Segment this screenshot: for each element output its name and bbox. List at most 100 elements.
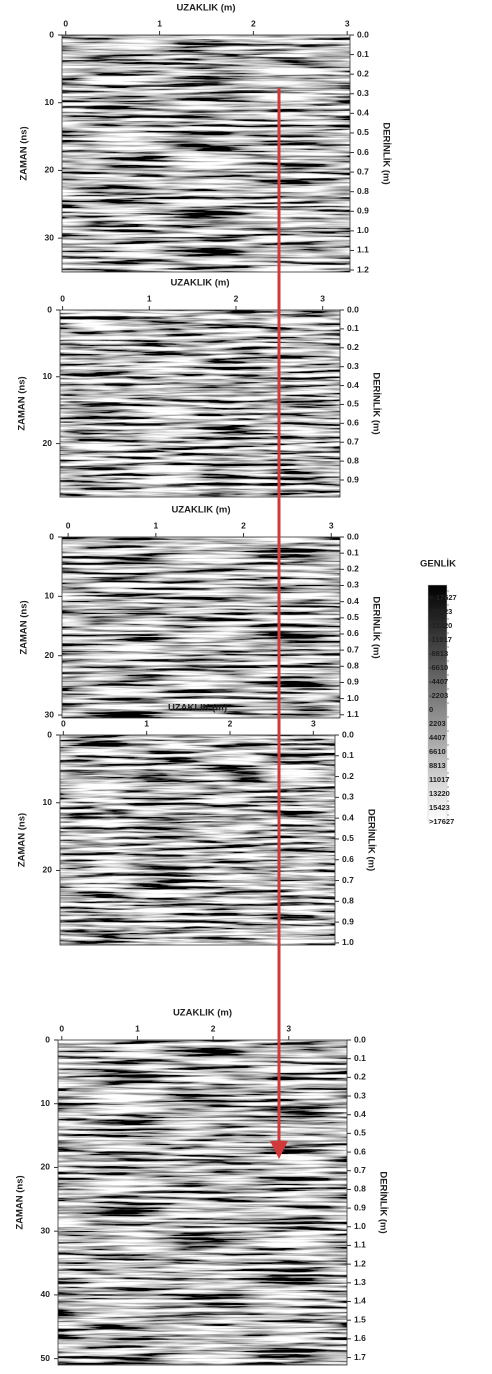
y-tick-label: 0 <box>47 304 52 314</box>
y2-tick-label: 0.5 <box>357 127 369 137</box>
y2-tick-label: 0.9 <box>347 474 359 484</box>
y2-tick-label: 1.0 <box>357 225 369 235</box>
y2-axis-label: DERİNLİK (m) <box>370 372 381 434</box>
y-tick-label: 0 <box>47 729 52 739</box>
y2-axis-label: DERİNLİK (m) <box>380 122 391 184</box>
y2-tick-label: 0.5 <box>342 833 354 843</box>
y2-tick-label: 0.2 <box>347 564 359 574</box>
y2-tick-label: 0.0 <box>347 304 359 314</box>
y2-tick-label: 0.6 <box>354 1146 366 1156</box>
radargram-panel: UZAKLIK (m)0 1 2 3010200.00.10.20.30.40.50.… <box>17 703 377 948</box>
y2-tick-label: 1.1 <box>347 709 359 719</box>
x-tick-label: 2 <box>234 293 239 303</box>
radargram-image <box>62 537 340 718</box>
y-tick-label: 0 <box>45 1034 50 1044</box>
y2-tick-label: 0.7 <box>357 166 369 176</box>
y2-tick-label: 0.4 <box>357 108 369 118</box>
colorbar-tick-label: 8813 <box>429 761 446 770</box>
x-tick-label: 1 <box>153 520 158 530</box>
y-tick-label: 20 <box>43 865 53 875</box>
colorbar-tick-label: >17627 <box>429 817 454 826</box>
y2-tick-label: 0.7 <box>342 875 354 885</box>
x-tick-label: 3 <box>286 1023 291 1033</box>
y-tick-label: 10 <box>43 797 53 807</box>
radargram-panel: UZAKLIK (m)0 1 2 3010200.00.10.20.30.40.50.… <box>17 278 381 498</box>
y-tick-label: 20 <box>45 650 55 660</box>
plot-frame <box>59 309 341 498</box>
y2-tick-label: 0.1 <box>342 750 354 760</box>
x-tick-label: 3 <box>329 520 334 530</box>
y2-tick-label: 1.1 <box>357 245 369 255</box>
y2-tick-label: 0.3 <box>342 792 354 802</box>
radargram-panel: UZAKLIK (m)0 1 2 3010203040500.00.10.20.30.… <box>15 1008 388 1366</box>
colorbar-tick-label: 11017 <box>429 775 449 784</box>
x-tick-label: 1 <box>135 1023 140 1033</box>
x-tick-label: 0 <box>66 520 71 530</box>
y2-tick-label: 0.0 <box>357 29 369 39</box>
x-tick-label: 0 <box>63 18 68 28</box>
y2-tick-label: 0.0 <box>354 1034 366 1044</box>
y2-tick-label: 0.7 <box>347 436 359 446</box>
colorbar-tick-label: 0 <box>429 705 433 714</box>
y2-tick-label: 0.6 <box>347 628 359 638</box>
x-tick-label: 3 <box>345 18 350 28</box>
y2-tick-label: 0.4 <box>347 596 359 606</box>
x-tick-label: 1 <box>147 293 152 303</box>
y2-tick-label: 0.0 <box>342 729 354 739</box>
y2-tick-label: 0.3 <box>357 88 369 98</box>
colorbar-tick-label: -2203 <box>429 691 448 700</box>
y2-tick-label: 1.5 <box>354 1314 366 1324</box>
colorbar-title: GENLİK <box>420 559 456 570</box>
x-tick-label: 1 <box>144 718 149 728</box>
radargram-image <box>62 35 350 272</box>
y2-tick-label: 0.5 <box>347 612 359 622</box>
y-axis-label: ZAMAN (ns) <box>17 376 28 430</box>
colorbar-tick-label: -15423 <box>429 607 452 616</box>
y2-axis-label: DERİNLİK (m) <box>370 596 381 658</box>
x-tick-label: 0 <box>59 1023 64 1033</box>
x-axis-label: UZAKLIK (m) <box>170 278 229 289</box>
x-tick-label: 2 <box>251 18 256 28</box>
y2-tick-label: 1.0 <box>342 937 354 947</box>
x-tick-label: 3 <box>311 718 316 728</box>
y2-tick-label: 0.3 <box>347 580 359 590</box>
y-tick-label: 10 <box>43 371 53 381</box>
y-tick-label: 20 <box>41 1162 51 1172</box>
y2-tick-label: 1.0 <box>347 693 359 703</box>
x-tick-label: 2 <box>241 520 246 530</box>
y2-tick-label: 0.9 <box>357 206 369 216</box>
colorbar-tick-label: -11017 <box>429 635 452 644</box>
colorbar-tick-label: 13220 <box>429 789 450 798</box>
y-tick-label: 40 <box>41 1289 51 1299</box>
colorbar-tick-label: 6610 <box>429 747 446 756</box>
y2-tick-label: 0.6 <box>347 418 359 428</box>
colorbar-tick-label: -13220 <box>429 621 452 630</box>
x-tick-label: 2 <box>228 718 233 728</box>
y2-tick-label: 0.6 <box>342 854 354 864</box>
colorbar-tick-label: 2203 <box>429 719 446 728</box>
y2-tick-label: 0.5 <box>347 399 359 409</box>
colorbar-tick-label: -6610 <box>429 663 448 672</box>
y2-tick-label: 0.2 <box>354 1072 366 1082</box>
y2-tick-label: 0.8 <box>357 186 369 196</box>
y-tick-label: 10 <box>41 1098 51 1108</box>
y-tick-label: 30 <box>41 1225 51 1235</box>
colorbar-tick-label: -4407 <box>429 677 448 686</box>
y2-tick-label: 0.1 <box>354 1053 366 1063</box>
y-axis-label: ZAMAN (ns) <box>15 1175 26 1229</box>
y2-tick-label: 0.7 <box>347 644 359 654</box>
y-tick-label: 50 <box>41 1353 51 1363</box>
y-tick-label: 10 <box>45 591 55 601</box>
x-tick-label: 2 <box>211 1023 216 1033</box>
y2-tick-label: 0.9 <box>342 916 354 926</box>
x-axis-label: UZAKLIK (m) <box>173 1008 232 1019</box>
x-axis-label: UZAKLIK (m) <box>168 703 227 714</box>
y2-tick-label: 0.4 <box>342 812 354 822</box>
y2-tick-label: 0.8 <box>354 1184 366 1194</box>
plot-frame <box>61 536 341 719</box>
plot-frame <box>57 1039 348 1366</box>
y2-tick-label: 1.2 <box>357 264 369 274</box>
y2-tick-label: 0.6 <box>357 147 369 157</box>
y-tick-label: 20 <box>45 165 55 175</box>
y2-tick-label: 0.2 <box>342 771 354 781</box>
